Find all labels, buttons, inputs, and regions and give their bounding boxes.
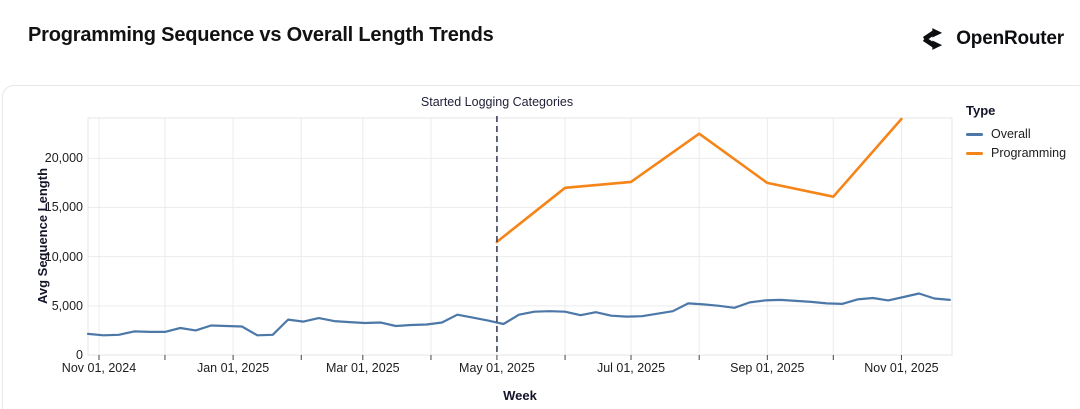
openrouter-wordmark: OpenRouter	[956, 28, 1064, 49]
legend-item-programming: Programming	[966, 146, 1066, 160]
x-tick-label: Mar 01, 2025	[325, 361, 400, 375]
x-tick-label: May 01, 2025	[459, 361, 535, 375]
x-tick-label: Sep 01, 2025	[730, 361, 805, 375]
legend-label-programming: Programming	[991, 146, 1067, 160]
y-axis: 0 5,000 10,000 15,000 20,000	[0, 0, 83, 409]
legend: Type Overall Programming	[966, 103, 1066, 165]
programming-swatch-icon	[966, 151, 983, 155]
y-tick-label: 5,000	[51, 298, 83, 313]
x-tick-label: Jan 01, 2025	[196, 361, 270, 375]
y-tick-label: 10,000	[44, 249, 83, 264]
legend-title: Type	[966, 103, 996, 118]
openrouter-logo[interactable]: OpenRouter	[921, 26, 1064, 52]
x-tick-marks	[98, 355, 902, 360]
y-tick-label: 20,000	[44, 151, 83, 166]
plot-border	[87, 117, 953, 356]
overall-swatch-icon	[966, 132, 983, 136]
series-line-programming	[495, 117, 903, 244]
y-tick-label: 15,000	[44, 200, 83, 215]
legend-item-overall: Overall	[966, 127, 1066, 141]
page-title: Programming Sequence vs Overall Length T…	[28, 24, 494, 46]
series-line-overall	[86, 292, 951, 337]
annotation-label: Started Logging Categories	[420, 95, 574, 109]
y-tick-label: 0	[76, 348, 83, 362]
openrouter-icon	[921, 26, 947, 52]
x-tick-label: Nov 01, 2024	[61, 361, 137, 375]
x-tick-label: Jul 01, 2025	[596, 361, 666, 375]
x-axis-title: Week	[503, 388, 537, 403]
legend-label-overall: Overall	[991, 127, 1031, 141]
x-tick-label: Nov 01, 2025	[864, 361, 939, 375]
y-axis-title: Avg Sequence Length	[35, 167, 50, 305]
